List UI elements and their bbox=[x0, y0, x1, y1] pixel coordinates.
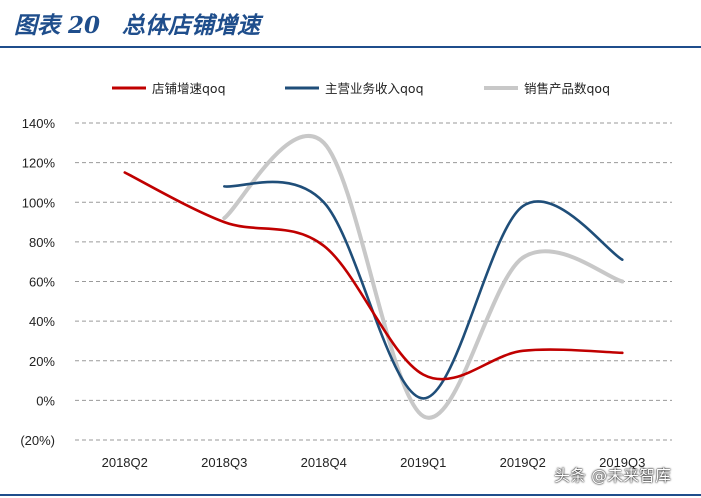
chart-grid bbox=[75, 122, 672, 441]
y-tick-label: (20%) bbox=[20, 433, 55, 448]
watermark-text: 头条 @未来智库 bbox=[554, 466, 672, 485]
series-line bbox=[222, 133, 625, 420]
series-line bbox=[123, 171, 624, 381]
y-axis-ticks: 140% 120% 100% 80% 60% 40% 20% 0% (20%) bbox=[20, 116, 55, 448]
x-tick-label: 2019Q3 bbox=[599, 455, 645, 470]
y-tick-label: 0% bbox=[36, 393, 55, 408]
y-tick-label: 120% bbox=[22, 156, 56, 171]
figure-title: 图表 20 总体店铺增速 bbox=[14, 6, 282, 40]
chart-series bbox=[123, 133, 625, 420]
title-rule bbox=[0, 46, 701, 48]
legend-label: 店铺增速qoq bbox=[152, 81, 226, 96]
x-tick-label: 2018Q4 bbox=[301, 455, 347, 470]
legend-label: 销售产品数qoq bbox=[524, 81, 610, 96]
series-line bbox=[223, 180, 624, 400]
y-tick-label: 20% bbox=[29, 354, 55, 369]
figure-label: 图表 20 bbox=[14, 12, 101, 39]
x-tick-label: 2019Q1 bbox=[400, 455, 446, 470]
bottom-rule bbox=[0, 494, 701, 496]
y-tick-label: 80% bbox=[29, 235, 55, 250]
y-tick-label: 40% bbox=[29, 314, 55, 329]
x-tick-label: 2018Q2 bbox=[102, 455, 148, 470]
line-chart: 店铺增速qoq 主营业务收入qoq 销售产品数qoq 140% 120% 100% 80%… bbox=[20, 81, 672, 470]
y-tick-label: 100% bbox=[22, 195, 56, 210]
x-tick-label: 2019Q2 bbox=[500, 455, 546, 470]
y-tick-label: 60% bbox=[29, 275, 55, 290]
chart-legend: 店铺增速qoq 主营业务收入qoq 销售产品数qoq bbox=[112, 81, 610, 96]
x-tick-label: 2018Q3 bbox=[201, 455, 247, 470]
legend-label: 主营业务收入qoq bbox=[325, 81, 424, 96]
x-axis-ticks: 2018Q2 2018Q3 2018Q4 2019Q1 2019Q2 2019Q3 bbox=[102, 455, 646, 470]
chart-title: 总体店铺增速 bbox=[122, 12, 261, 39]
y-tick-label: 140% bbox=[22, 116, 56, 131]
